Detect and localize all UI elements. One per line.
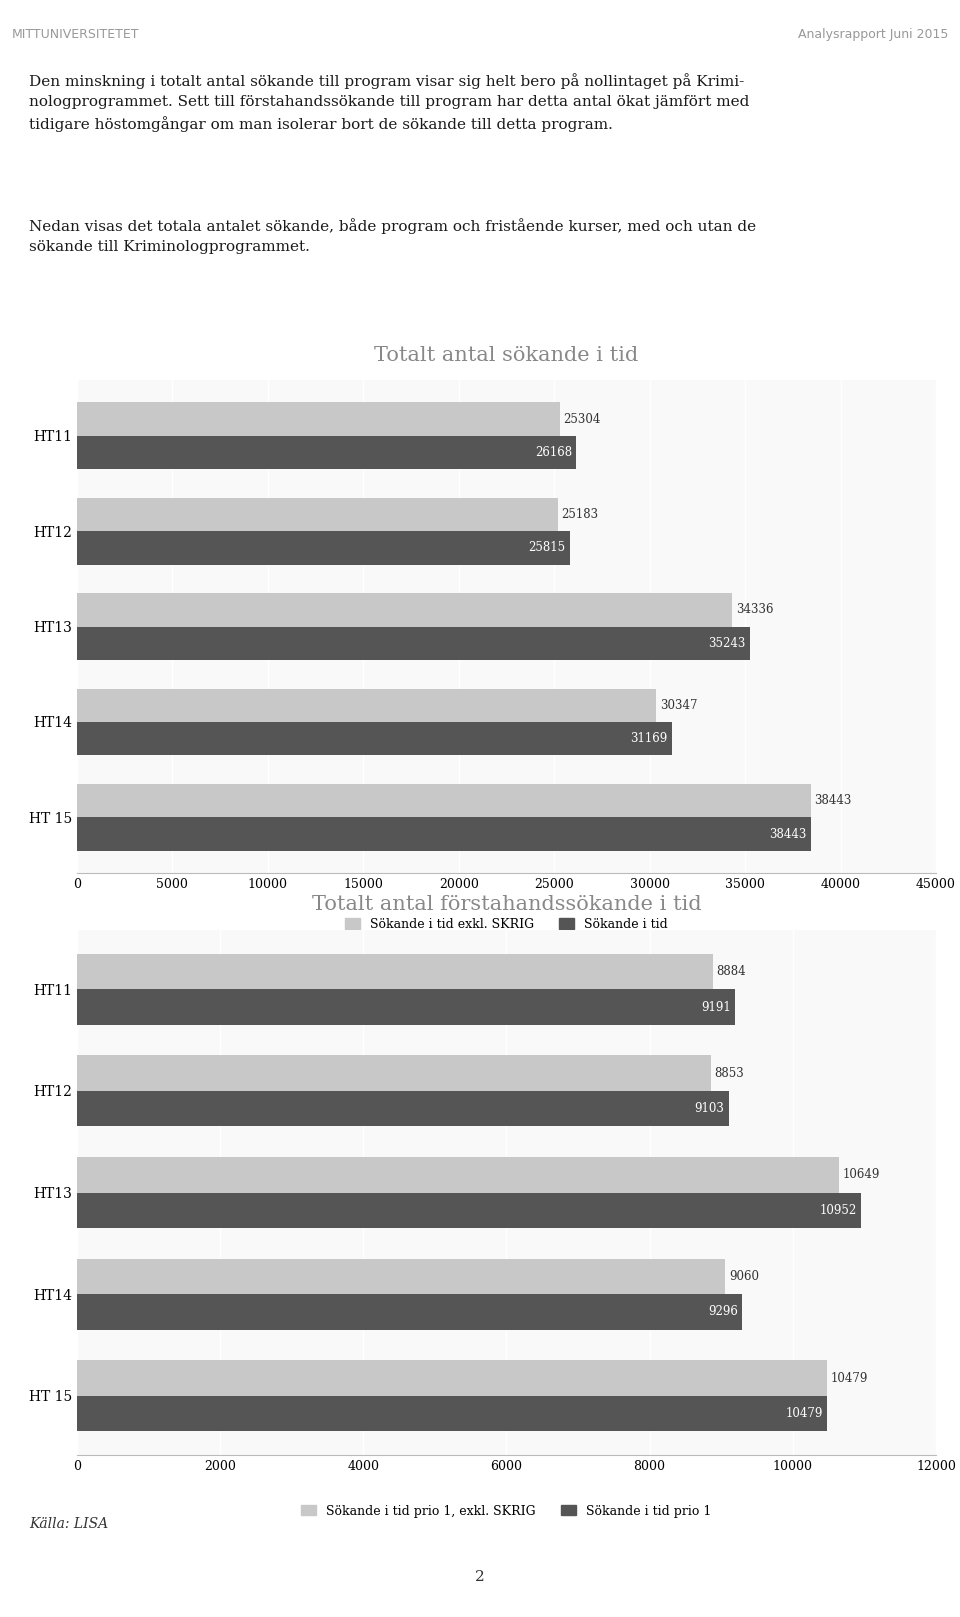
Bar — [77, 1294, 742, 1329]
Text: 25304: 25304 — [564, 412, 601, 425]
Bar — [77, 1091, 729, 1127]
Bar — [77, 1156, 839, 1193]
Text: Källa: LISA: Källa: LISA — [29, 1517, 108, 1531]
Text: Den minskning i totalt antal sökande till program visar sig helt bero på nollint: Den minskning i totalt antal sökande til… — [29, 73, 749, 131]
Bar — [77, 817, 811, 851]
Text: 31169: 31169 — [631, 733, 667, 745]
Text: 38443: 38443 — [769, 828, 806, 841]
Title: Totalt antal sökande i tid: Totalt antal sökande i tid — [374, 346, 638, 364]
Text: 9103: 9103 — [694, 1103, 724, 1116]
Text: Analysrapport Juni 2015: Analysrapport Juni 2015 — [798, 27, 948, 42]
Bar — [77, 1193, 861, 1229]
Bar — [77, 990, 734, 1025]
Text: MITTUNIVERSITETET: MITTUNIVERSITETET — [12, 27, 139, 42]
Bar — [77, 1056, 710, 1091]
Bar — [77, 498, 558, 532]
Text: 34336: 34336 — [735, 603, 774, 616]
Text: 26168: 26168 — [535, 446, 572, 459]
Legend: Sökande i tid prio 1, exkl. SKRIG, Sökande i tid prio 1: Sökande i tid prio 1, exkl. SKRIG, Sökan… — [297, 1499, 716, 1523]
Bar — [77, 532, 569, 564]
Text: Nedan visas det totala antalet sökande, både program och fristående kurser, med : Nedan visas det totala antalet sökande, … — [29, 218, 756, 254]
Text: 30347: 30347 — [660, 699, 697, 711]
Bar — [77, 689, 657, 721]
Text: 38443: 38443 — [814, 794, 852, 807]
Bar — [77, 1360, 828, 1395]
Bar — [77, 1395, 828, 1431]
Bar — [77, 437, 576, 469]
Bar — [77, 721, 672, 755]
Legend: Sökande i tid exkl. SKRIG, Sökande i tid: Sökande i tid exkl. SKRIG, Sökande i tid — [340, 914, 673, 936]
Text: 8884: 8884 — [716, 965, 746, 978]
Text: 25815: 25815 — [528, 542, 565, 555]
Text: 9060: 9060 — [729, 1269, 759, 1282]
Bar — [77, 627, 750, 660]
Text: 10649: 10649 — [843, 1167, 880, 1182]
Bar — [77, 784, 811, 817]
Title: Totalt antal förstahandssökande i tid: Totalt antal förstahandssökande i tid — [312, 896, 701, 914]
Text: 10479: 10479 — [785, 1407, 823, 1420]
Text: 9191: 9191 — [701, 1001, 731, 1014]
Bar — [77, 1258, 726, 1294]
Text: 25183: 25183 — [561, 508, 598, 521]
Bar — [77, 954, 713, 990]
Bar — [77, 403, 560, 437]
Text: 9296: 9296 — [708, 1305, 738, 1318]
Text: 8853: 8853 — [714, 1067, 744, 1080]
Text: 2: 2 — [475, 1570, 485, 1585]
Text: 35243: 35243 — [708, 637, 745, 650]
Bar — [77, 593, 732, 626]
Text: 10479: 10479 — [830, 1371, 868, 1384]
Text: 10952: 10952 — [820, 1203, 856, 1218]
